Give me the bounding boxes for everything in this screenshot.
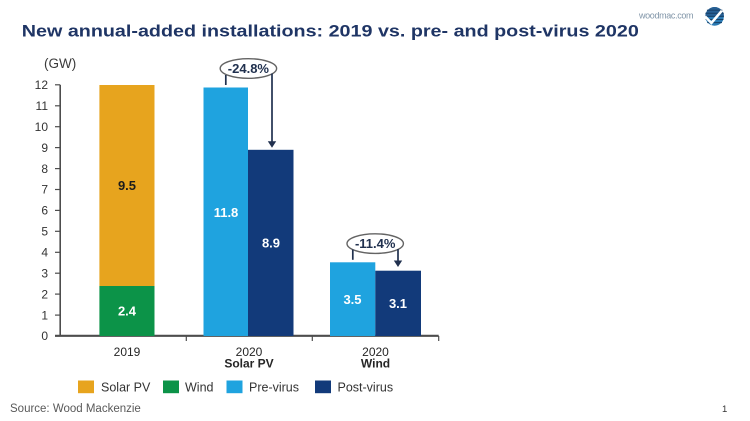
svg-text:Solar PV: Solar PV (101, 381, 151, 395)
svg-text:0: 0 (41, 329, 48, 343)
svg-text:2.4: 2.4 (118, 304, 137, 319)
svg-text:New annual-added installations: New annual-added installations: 2019 vs.… (22, 23, 639, 41)
svg-text:12: 12 (35, 78, 49, 92)
svg-text:woodmac.com: woodmac.com (638, 11, 693, 21)
svg-text:Source: Wood Mackenzie: Source: Wood Mackenzie (10, 403, 141, 415)
svg-text:9: 9 (41, 141, 48, 155)
svg-text:3.1: 3.1 (389, 296, 407, 311)
svg-text:-24.8%: -24.8% (228, 61, 270, 76)
svg-text:6: 6 (41, 204, 48, 218)
svg-text:2020: 2020 (362, 345, 389, 359)
svg-text:-11.4%: -11.4% (355, 236, 396, 251)
svg-text:Solar PV: Solar PV (224, 357, 273, 371)
svg-text:Post-virus: Post-virus (338, 381, 394, 395)
svg-text:11.8: 11.8 (214, 205, 239, 220)
svg-text:3: 3 (41, 266, 48, 280)
svg-text:Pre-virus: Pre-virus (249, 381, 299, 395)
svg-text:Wind: Wind (361, 357, 390, 371)
svg-text:1: 1 (722, 404, 727, 415)
svg-text:11: 11 (36, 99, 49, 113)
svg-text:(GW): (GW) (44, 56, 76, 71)
svg-text:10: 10 (35, 120, 49, 134)
svg-text:2019: 2019 (114, 345, 141, 359)
svg-text:9.5: 9.5 (118, 178, 136, 193)
svg-text:7: 7 (41, 183, 48, 197)
svg-text:8.9: 8.9 (262, 236, 280, 251)
svg-text:2020: 2020 (236, 345, 263, 359)
svg-text:1: 1 (41, 308, 48, 322)
svg-text:Wind: Wind (185, 381, 214, 395)
svg-text:5: 5 (41, 225, 48, 239)
svg-text:3.5: 3.5 (343, 292, 361, 307)
svg-text:8: 8 (41, 162, 48, 176)
svg-text:4: 4 (41, 246, 48, 260)
svg-text:2: 2 (41, 287, 48, 301)
